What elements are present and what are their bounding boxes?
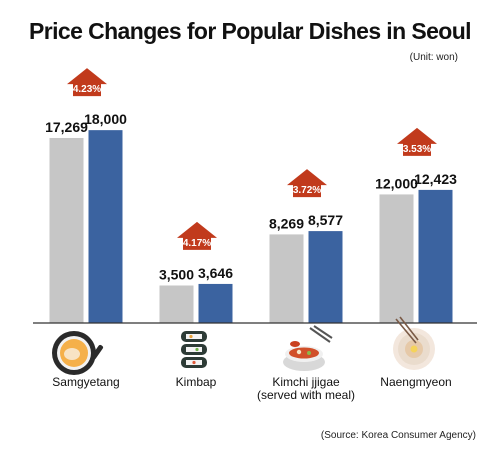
bar-current-1 [198,283,233,323]
change-label-3: 3.53% [403,144,431,155]
chart-title: Price Changes for Popular Dishes in Seou… [29,18,472,44]
category-label-1: Kimbap [176,375,217,389]
category-label-0: Samgyetang [52,375,119,389]
value-label-current-3: 12,423 [414,171,457,187]
source-note: (Source: Korea Consumer Agency) [320,430,476,441]
bar-previous-1 [159,285,194,323]
increase-arrow-1 [177,221,217,250]
bar-previous-0 [49,137,84,323]
bars-layer [49,130,453,323]
increase-arrow-0 [67,68,107,97]
increase-arrow-2 [287,169,327,198]
change-label-0: 4.23% [73,84,101,95]
kimchi-jjigae-pot-icon [283,325,333,371]
change-label-2: 3.72% [293,185,321,196]
unit-note: (Unit: won) [409,52,458,63]
bar-current-0 [88,130,123,323]
value-label-previous-1: 3,500 [159,267,194,283]
bar-previous-3 [379,194,414,323]
bar-current-3 [418,189,453,323]
value-label-previous-0: 17,269 [45,119,88,135]
kimbap-rolls-icon [181,331,207,368]
value-label-current-2: 8,577 [308,212,343,228]
bar-previous-2 [269,234,304,323]
value-label-current-0: 18,000 [84,111,127,127]
bar-current-2 [308,231,343,323]
samgyetang-bowl-icon [52,331,104,375]
naengmyeon-bowl-icon [393,316,435,370]
category-label-3: Naengmyeon [380,375,451,389]
icons-layer [52,316,435,375]
change-label-1: 4.17% [183,238,211,249]
value-label-previous-3: 12,000 [375,175,418,191]
category-label-2: Kimchi jjigae (served with meal) [257,375,355,402]
value-label-current-1: 3,646 [198,265,233,281]
increase-arrow-3 [397,127,437,156]
value-label-previous-2: 8,269 [269,215,304,231]
